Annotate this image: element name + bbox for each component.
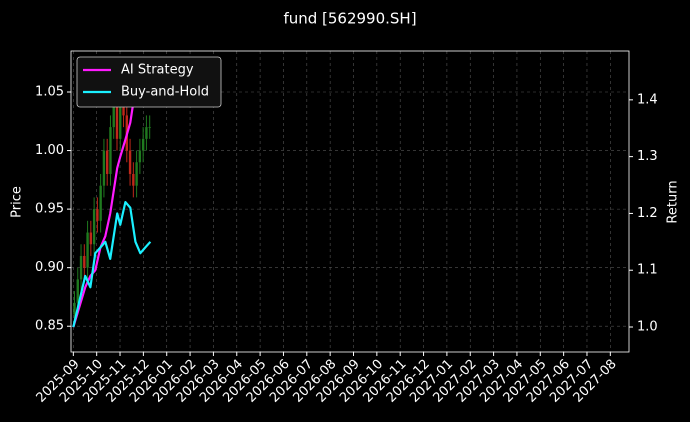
legend-label: Buy-and-Hold bbox=[121, 85, 209, 100]
legend-box bbox=[76, 56, 222, 108]
y2-tick-label: 1.0 bbox=[637, 320, 658, 335]
candle-body bbox=[73, 302, 76, 315]
candle-body bbox=[89, 232, 93, 245]
legend-label: AI Strategy bbox=[121, 63, 194, 78]
y-tick-label: 0.95 bbox=[35, 202, 64, 217]
y2-axis-label: Return bbox=[666, 180, 681, 223]
y2-tick-label: 1.3 bbox=[637, 149, 658, 164]
candle-body bbox=[138, 150, 142, 163]
candle-body bbox=[105, 150, 109, 174]
y-tick-label: 0.85 bbox=[35, 319, 64, 334]
axes: 2025-092025-102025-112025-122026-012026-… bbox=[34, 84, 658, 405]
candle-body bbox=[145, 127, 148, 139]
y-tick-label: 0.90 bbox=[35, 260, 64, 275]
y2-tick-label: 1.2 bbox=[637, 206, 658, 221]
candle-body bbox=[115, 103, 119, 139]
candle-body bbox=[96, 209, 99, 221]
candle-body bbox=[109, 127, 112, 174]
y-tick-label: 1.00 bbox=[35, 143, 64, 158]
y2-tick-label: 1.1 bbox=[637, 263, 658, 278]
candle-body bbox=[148, 127, 151, 128]
y2-tick-label: 1.4 bbox=[637, 92, 658, 107]
candle-body bbox=[102, 150, 106, 186]
candle-body bbox=[99, 185, 102, 221]
legend: AI Strategy Buy-and-Hold bbox=[76, 56, 222, 108]
candle-body bbox=[76, 279, 79, 303]
series-line bbox=[72, 200, 152, 328]
candle-body bbox=[119, 91, 122, 139]
chart-title: fund [562990.SH] bbox=[283, 10, 416, 28]
candle-body bbox=[86, 232, 89, 268]
y-tick-label: 1.05 bbox=[35, 84, 64, 99]
plot-frame bbox=[70, 50, 630, 353]
y-axis-label: Price bbox=[10, 186, 25, 218]
candle-body bbox=[135, 162, 138, 186]
candle-body bbox=[112, 103, 115, 128]
candle-body bbox=[141, 138, 145, 151]
candle-body bbox=[79, 255, 83, 280]
candle-body bbox=[132, 173, 135, 186]
candle-body bbox=[128, 150, 132, 174]
candle-body bbox=[83, 255, 86, 268]
candle-body bbox=[92, 209, 96, 245]
